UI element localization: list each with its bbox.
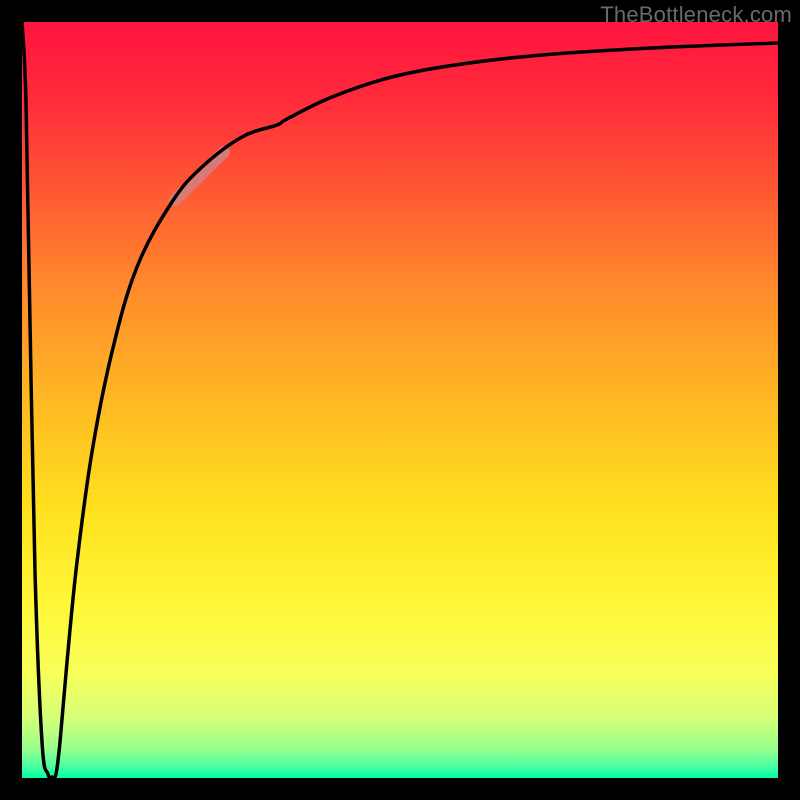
plot-area xyxy=(22,22,778,778)
curve-layer xyxy=(22,22,778,778)
chart-container: TheBottleneck.com xyxy=(0,0,800,800)
bottleneck-curve xyxy=(22,22,778,778)
highlight-segment xyxy=(175,152,224,200)
